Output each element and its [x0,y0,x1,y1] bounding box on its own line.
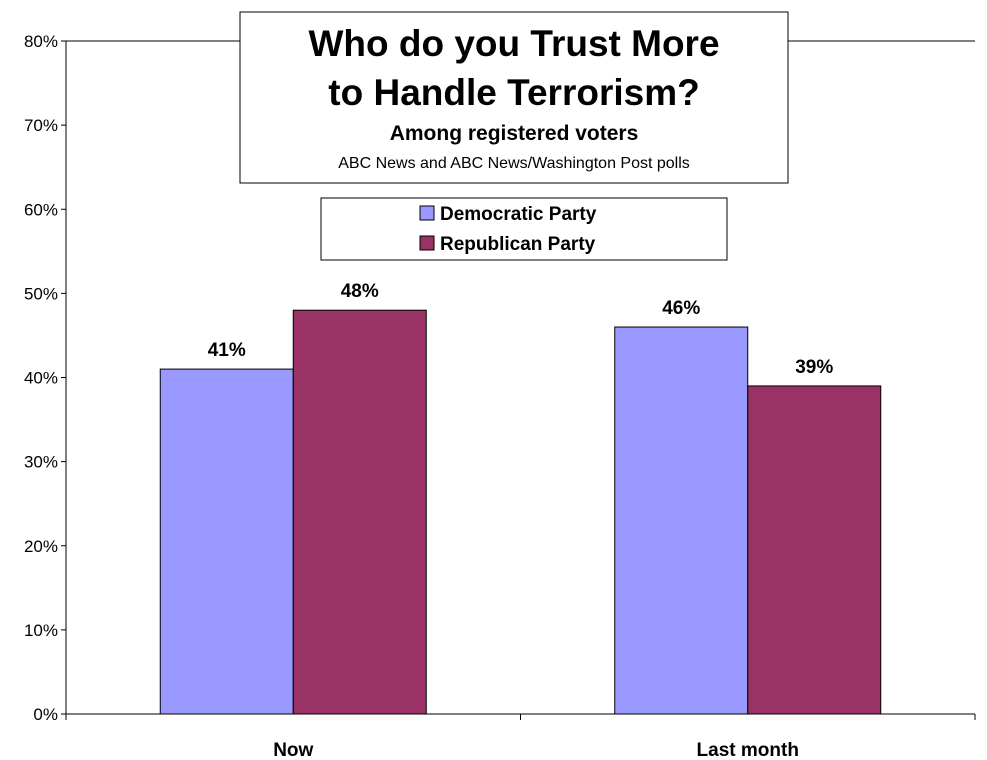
y-tick-label: 10% [24,621,58,640]
x-category-label: Last month [697,740,799,760]
y-tick-label: 0% [33,705,58,724]
chart-subtitle: Among registered voters [390,122,639,145]
legend: Democratic Party Republican Party [320,197,728,261]
legend-swatch-republican [419,235,435,251]
y-tick-label: 50% [24,284,58,303]
x-category-label: Now [273,740,313,760]
y-tick-label: 30% [24,453,58,472]
legend-swatch-democratic [419,205,435,221]
chart-title-line-2: to Handle Terrorism? [328,72,699,113]
axes: 0% 10% 20% 30% 40% 50% 60% 70% 80% Now Last month [24,32,976,760]
bars [159,309,882,715]
y-tick-label: 60% [24,200,58,219]
data-label: 39% [795,357,833,378]
bar [159,368,294,715]
y-tick-label: 40% [24,369,58,388]
y-tick-label: 80% [24,32,58,51]
data-labels: 41% 48% 46% 39% [208,281,834,378]
y-tick-label: 70% [24,116,58,135]
bar [747,385,882,715]
legend-label-democratic: Democratic Party [440,204,597,225]
bar [614,326,749,715]
legend-label-republican: Republican Party [440,234,596,255]
chart-title-line-1: Who do you Trust More [308,23,719,64]
title-box: Who do you Trust More to Handle Terroris… [239,11,789,184]
data-label: 46% [662,298,700,319]
chart-source: ABC News and ABC News/Washington Post po… [338,155,690,172]
bar [292,309,427,715]
data-label: 41% [208,340,246,361]
y-tick-label: 20% [24,537,58,556]
data-label: 48% [341,281,379,302]
